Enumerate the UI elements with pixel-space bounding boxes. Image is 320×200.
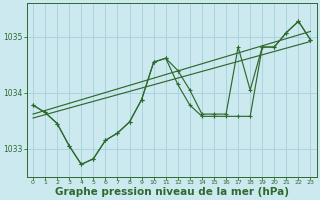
X-axis label: Graphe pression niveau de la mer (hPa): Graphe pression niveau de la mer (hPa): [55, 187, 289, 197]
